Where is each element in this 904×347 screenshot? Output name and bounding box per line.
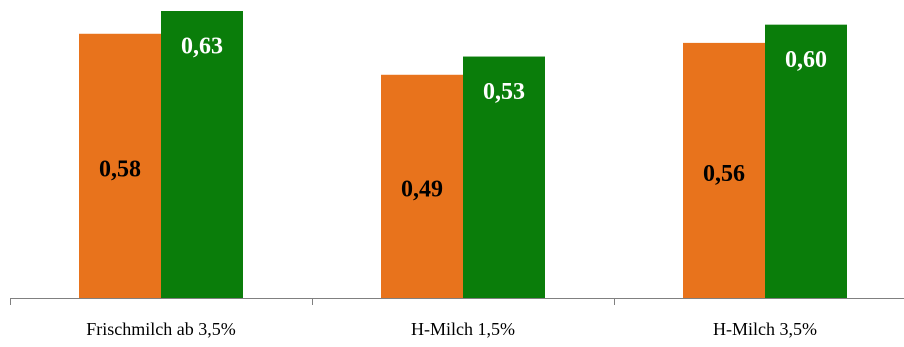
bar-2-1 (161, 11, 243, 298)
x-tick-label: H-Milch 1,5% (411, 319, 515, 339)
bar-1-3 (683, 42, 765, 299)
x-axis (10, 298, 904, 305)
x-tick-label: Frischmilch ab 3,5% (86, 319, 235, 339)
bar-1-2 (381, 74, 463, 299)
bar-1-1 (79, 33, 161, 299)
bar-2-2 (463, 56, 545, 298)
labels-layer: 0,58 0,63 Frischmilch ab 3,5% 0,49 0,53 H-Mil… (86, 34, 827, 340)
bar-value-label: 0,53 (483, 79, 525, 105)
x-tick-label: H-Milch 3,5% (713, 319, 817, 339)
bars-layer (79, 11, 847, 299)
bar-value-label: 0,63 (181, 34, 223, 60)
bar-2-3 (765, 24, 847, 299)
bar-value-label: 0,58 (99, 157, 141, 183)
bar-value-label: 0,56 (703, 161, 745, 187)
bar-value-label: 0,60 (785, 47, 827, 73)
bar-value-label: 0,49 (401, 176, 443, 202)
